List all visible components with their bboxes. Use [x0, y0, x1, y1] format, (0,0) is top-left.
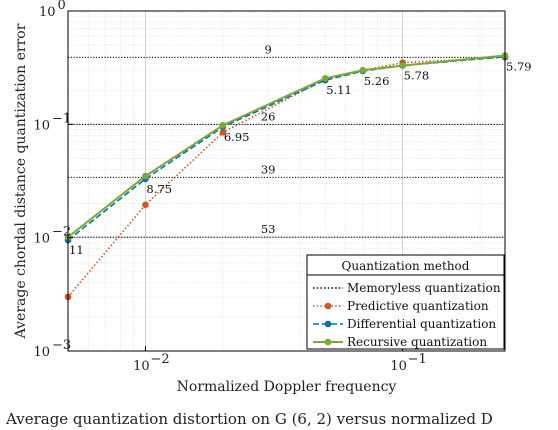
data-annotation: 5.26 — [364, 74, 390, 88]
x-axis-label: Normalized Doppler frequency — [177, 379, 397, 395]
plot-frame — [67, 10, 506, 352]
legend-entry-label: Predictive quantization — [347, 299, 489, 313]
figure-caption: Average quantization distortion on G (6,… — [6, 410, 493, 428]
memoryless-levels: 9 26 39 53 — [68, 42, 505, 238]
series-point — [359, 66, 367, 74]
data-annotation: 6.95 — [224, 130, 250, 144]
x-tick-exponent: −1 — [408, 352, 427, 367]
y-tick-label: 10 — [33, 118, 50, 133]
y-tick-label: 10 — [39, 5, 56, 20]
y-tick-exponent: −2 — [52, 225, 71, 240]
memoryless-level-label: 26 — [261, 109, 276, 123]
data-annotation: 5.78 — [404, 69, 430, 83]
data-annotation: 11 — [69, 243, 84, 257]
data-annotation: 8.75 — [146, 182, 172, 196]
data-annotation: 5.11 — [326, 83, 352, 97]
legend-swatch-marker — [324, 338, 332, 346]
legend: Quantization method Memoryless quantizat… — [306, 254, 505, 350]
data-annotation: 5.79 — [506, 60, 532, 74]
series-point — [142, 172, 149, 180]
series-point — [219, 129, 227, 136]
series-point — [399, 62, 406, 69]
axis-ticks: 10 −2 10 −110 −310 −210 −110 0 — [33, 0, 426, 374]
legend-title: Quantization method — [342, 259, 470, 273]
legend-swatch-marker — [324, 302, 332, 310]
series-point — [142, 201, 149, 209]
legend-box — [306, 254, 505, 350]
series-group — [64, 52, 509, 301]
series-point — [321, 74, 329, 82]
memoryless-level-label: 39 — [261, 162, 276, 176]
legend-entry-label: Recursive quantization — [347, 335, 487, 349]
y-axis-label: Average chordal distance quantization er… — [13, 23, 29, 339]
memoryless-level-label: 9 — [264, 42, 271, 56]
memoryless-level-label: 53 — [261, 222, 276, 236]
y-tick-label: 10 — [33, 345, 50, 360]
y-tick-exponent: −1 — [52, 111, 71, 126]
legend-entry-label: Memoryless quantization — [347, 281, 501, 295]
y-tick-exponent: −3 — [52, 338, 71, 353]
x-tick-label: 10 — [133, 359, 150, 374]
annotations: 11 8.75 6.95 5.11 5.26 5.78 5.79 — [69, 60, 532, 257]
y-tick-exponent: 0 — [58, 0, 66, 13]
x-tick-exponent: −2 — [150, 352, 169, 367]
x-tick-label: 10 — [390, 359, 407, 374]
series-point — [219, 122, 227, 129]
legend-swatch-marker — [324, 320, 332, 328]
legend-items: Memoryless quantization Predictive quanti… — [313, 281, 501, 349]
legend-entry-label: Differential quantization — [347, 317, 496, 331]
y-tick-label: 10 — [33, 232, 50, 247]
